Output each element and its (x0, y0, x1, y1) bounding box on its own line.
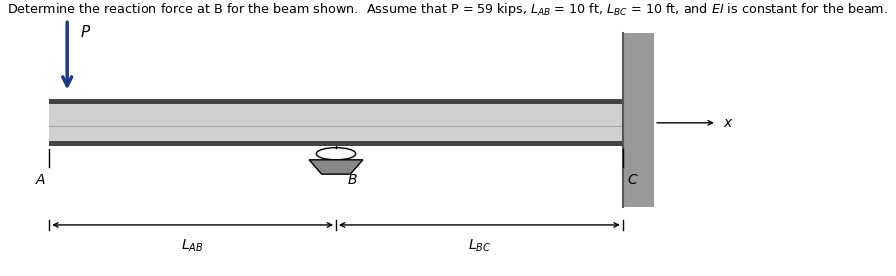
Polygon shape (309, 160, 363, 174)
Text: Determine the reaction force at B for the beam shown.  Assume that P = 59 kips, : Determine the reaction force at B for th… (7, 1, 889, 18)
Text: A: A (35, 172, 45, 187)
Bar (49, 141, 623, 146)
Text: B: B (348, 172, 358, 187)
Bar (49, 99, 623, 104)
Bar (623, 33, 654, 207)
Text: $L_{BC}$: $L_{BC}$ (468, 237, 491, 254)
Text: $L_{AB}$: $L_{AB}$ (181, 237, 204, 254)
Bar (49, 99, 623, 146)
Text: P: P (81, 25, 90, 40)
Text: x: x (723, 116, 731, 130)
Text: C: C (627, 172, 637, 187)
